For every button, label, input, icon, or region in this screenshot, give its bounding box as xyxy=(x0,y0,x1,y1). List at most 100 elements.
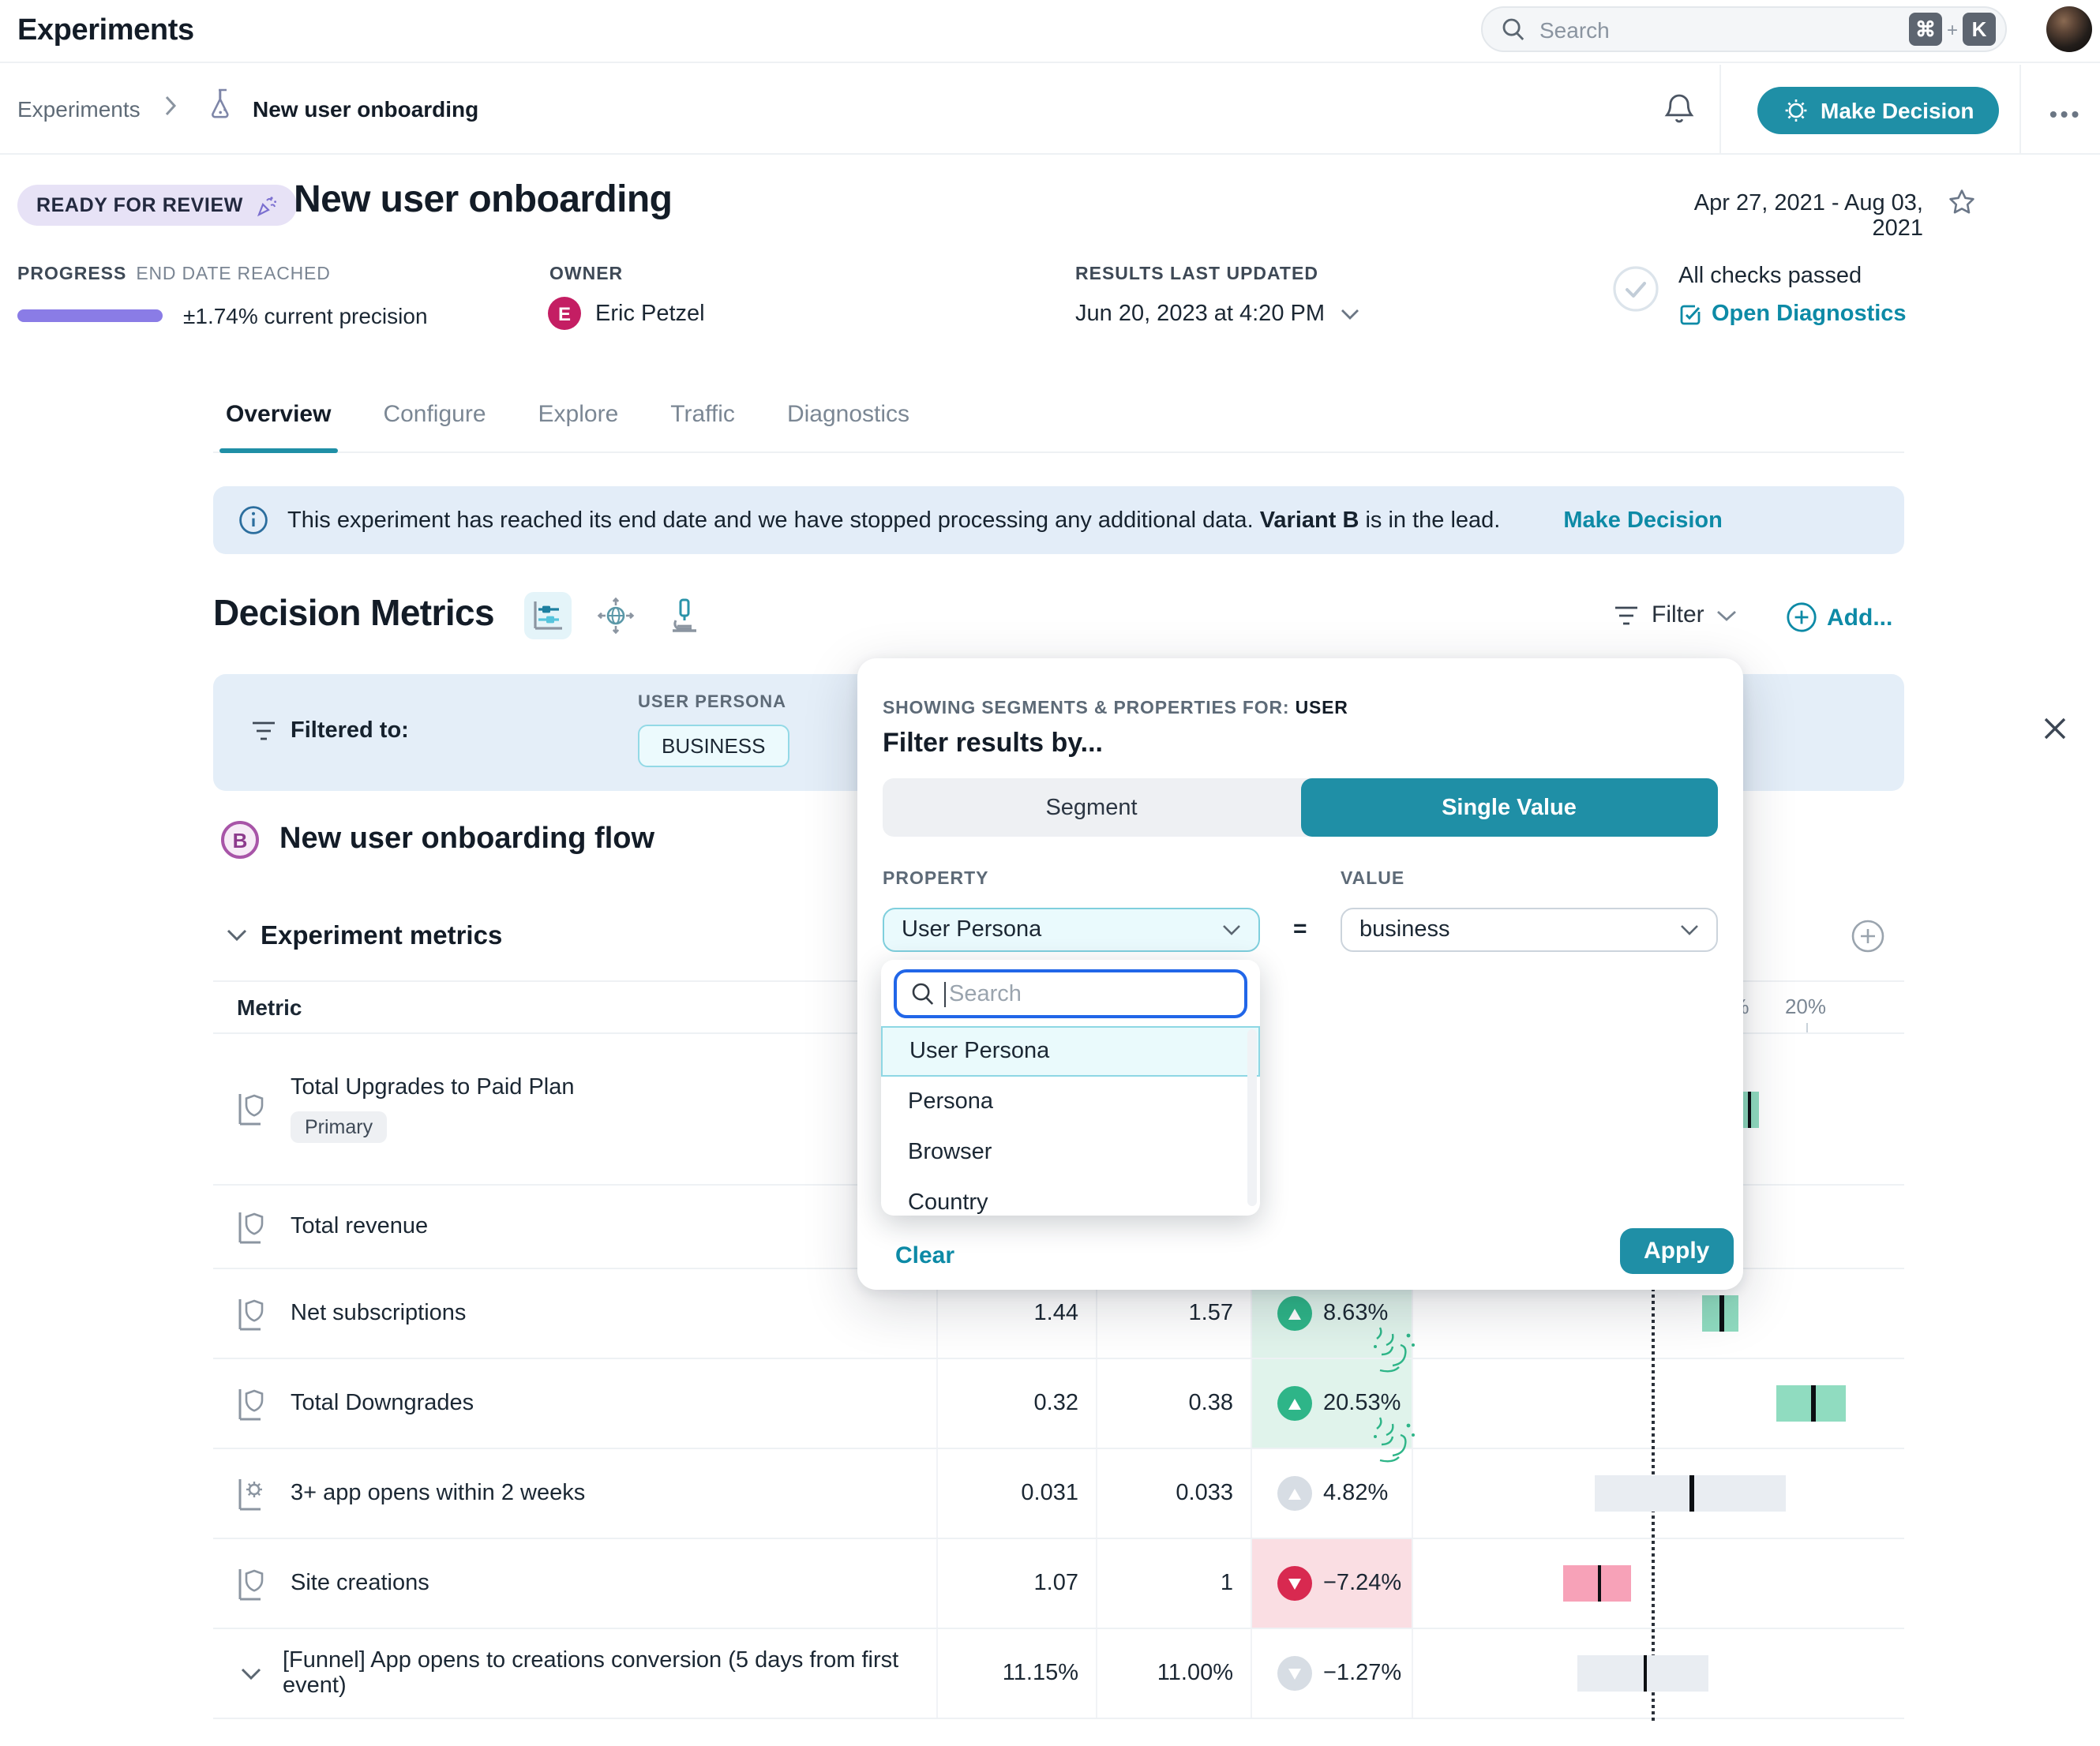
toggle-single-value[interactable]: Single Value xyxy=(1300,778,1718,837)
tab-overview[interactable]: Overview xyxy=(219,392,337,453)
confidence-interval-bar xyxy=(1594,1475,1786,1512)
app-title: Experiments xyxy=(17,14,194,47)
globe-axes-icon[interactable] xyxy=(592,592,639,639)
banner-make-decision-link[interactable]: Make Decision xyxy=(1563,508,1723,533)
modal-context-label: SHOWING SEGMENTS & PROPERTIES FOR: USER xyxy=(883,699,1348,718)
treatment-value: 1.57 xyxy=(1096,1269,1251,1358)
dropdown-option[interactable]: User Persona xyxy=(881,1026,1260,1077)
metric-cell[interactable]: 3+ app opens within 2 weeks xyxy=(213,1449,936,1538)
top-bar: Experiments Search ⌘ + K xyxy=(0,0,2100,63)
chevron-down-icon xyxy=(1717,609,1738,621)
metric-cell[interactable]: Total Downgrades xyxy=(213,1359,936,1448)
metric-cell[interactable]: Total Upgrades to Paid Plan Primary xyxy=(213,1034,936,1184)
experiment-flask-icon xyxy=(207,87,238,122)
global-search-input[interactable]: Search ⌘ + K xyxy=(1481,6,2007,52)
make-decision-button[interactable]: Make Decision xyxy=(1757,87,2000,134)
lift-cell: 20.53% xyxy=(1251,1359,1415,1463)
divider xyxy=(1719,65,1721,155)
dropdown-option[interactable]: Country xyxy=(908,1190,988,1216)
celebration-confetti-icon xyxy=(1371,1323,1418,1377)
favorite-star-icon[interactable] xyxy=(1947,188,1977,218)
notifications-bell-icon[interactable] xyxy=(1663,92,1696,128)
chevron-down-icon xyxy=(1680,924,1699,936)
axis-label: 20% xyxy=(1784,995,1827,1018)
lift-value: 4.82% xyxy=(1323,1481,1389,1506)
filter-lines-icon xyxy=(251,720,276,742)
metric-cell[interactable]: Net subscriptions xyxy=(213,1269,936,1358)
confidence-interval-cell xyxy=(1412,1629,1904,1718)
mean-line xyxy=(1643,1655,1648,1692)
collapse-chevron-icon[interactable] xyxy=(226,928,248,942)
metric-column-header: Metric xyxy=(237,995,302,1020)
metric-name: [Funnel] App opens to creations conversi… xyxy=(283,1648,899,1699)
results-updated-value[interactable]: Jun 20, 2023 at 4:20 PM xyxy=(1075,302,1359,327)
confidence-interval-cell xyxy=(1412,1539,1904,1628)
value-select[interactable]: business xyxy=(1341,908,1718,952)
dropdown-option[interactable]: Browser xyxy=(908,1140,992,1165)
microscope-icon[interactable] xyxy=(660,592,707,639)
lift-value: −1.27% xyxy=(1323,1661,1402,1686)
lift-value: −7.24% xyxy=(1323,1571,1402,1596)
modal-heading: Filter results by... xyxy=(883,728,1104,758)
confidence-interval-cell xyxy=(1412,1359,1904,1448)
primary-badge: Primary xyxy=(291,1111,388,1143)
value-label: VALUE xyxy=(1341,870,1405,889)
toggle-segment[interactable]: Segment xyxy=(1045,795,1138,820)
precision-text: ±1.74% current precision xyxy=(183,303,428,328)
table-row: [Funnel] App opens to creations conversi… xyxy=(213,1629,1904,1719)
metric-cell[interactable]: Total revenue xyxy=(213,1186,936,1268)
tab-diagnostics[interactable]: Diagnostics xyxy=(786,401,910,428)
mean-line xyxy=(1719,1295,1724,1332)
control-value: 0.32 xyxy=(936,1359,1096,1448)
operator-equals: = xyxy=(1293,916,1307,942)
tab-configure[interactable]: Configure xyxy=(383,401,486,428)
decision-metrics-title: Decision Metrics xyxy=(213,592,495,633)
interval-chart-view-icon[interactable] xyxy=(524,592,572,639)
decision-gear-icon xyxy=(1783,97,1809,124)
metric-name: Net subscriptions xyxy=(291,1301,467,1326)
plus-circle-icon xyxy=(1786,601,1817,633)
filter-dropdown-button[interactable]: Filter xyxy=(1614,601,1738,628)
confidence-interval-cell xyxy=(1412,1449,1904,1538)
owner-avatar: E xyxy=(548,297,581,330)
add-experiment-metric-icon[interactable] xyxy=(1851,919,1885,954)
control-value: 11.15% xyxy=(936,1629,1096,1718)
kbd-cmd: ⌘ xyxy=(1908,13,1942,46)
guardrail-shield-icon xyxy=(237,1385,270,1422)
close-icon[interactable] xyxy=(2042,715,2068,742)
filter-value-chip[interactable]: BUSINESS xyxy=(638,725,789,767)
filter-property-label: USER PERSONA xyxy=(638,693,787,712)
owner-name: Eric Petzel xyxy=(595,302,705,327)
more-options-icon[interactable]: ••• xyxy=(2049,101,2083,126)
confidence-interval-cell xyxy=(1412,1269,1904,1358)
confidence-interval-bar xyxy=(1776,1385,1847,1422)
expand-chevron-icon[interactable] xyxy=(237,1666,262,1680)
tab-traffic[interactable]: Traffic xyxy=(670,401,735,428)
scrollbar[interactable] xyxy=(1247,1029,1257,1206)
clear-button[interactable]: Clear xyxy=(895,1242,955,1269)
segment-value-toggle: Segment Single Value xyxy=(883,778,1718,837)
divider xyxy=(2019,65,2021,155)
status-badge: READY FOR REVIEW xyxy=(17,185,297,226)
lift-direction-icon xyxy=(1277,1656,1312,1691)
kbd-k: K xyxy=(1963,13,1996,46)
apply-button[interactable]: Apply xyxy=(1620,1228,1734,1274)
experiment-metrics-title: Experiment metrics xyxy=(261,922,503,950)
breadcrumb-root[interactable]: Experiments xyxy=(17,96,141,122)
property-search-input[interactable]: Search xyxy=(894,969,1247,1018)
results-updated-label: RESULTS LAST UPDATED xyxy=(1075,265,1318,284)
lift-direction-icon xyxy=(1277,1386,1312,1421)
property-select[interactable]: User Persona xyxy=(883,908,1260,952)
metric-cell[interactable]: [Funnel] App opens to creations conversi… xyxy=(213,1629,936,1718)
mean-line xyxy=(1597,1565,1602,1602)
table-row: Site creations 1.07 1 −7.24% xyxy=(213,1539,1904,1629)
info-icon xyxy=(238,505,268,535)
open-diagnostics-link[interactable]: Open Diagnostics xyxy=(1678,302,1907,327)
treatment-value: 0.033 xyxy=(1096,1449,1251,1538)
user-avatar[interactable] xyxy=(2046,6,2092,52)
dropdown-option[interactable]: Persona xyxy=(908,1089,994,1115)
metric-cell[interactable]: Site creations xyxy=(213,1539,936,1628)
add-metric-button[interactable]: Add... xyxy=(1786,601,1892,633)
confidence-interval-bar xyxy=(1563,1565,1631,1602)
tab-explore[interactable]: Explore xyxy=(538,401,619,428)
